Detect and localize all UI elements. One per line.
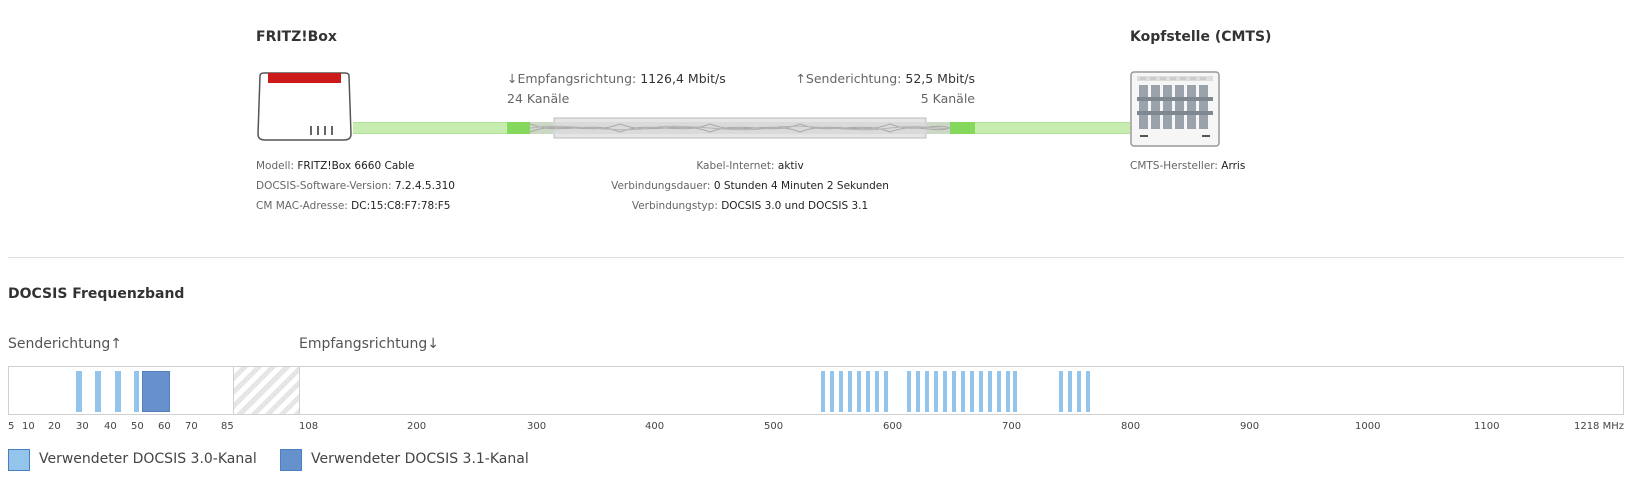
upstream-channel-30	[76, 371, 82, 412]
downstream-channel-30	[1077, 371, 1081, 412]
downstream-channel-30	[884, 371, 888, 412]
tick-label: 1100	[1474, 421, 1500, 432]
downstream-channel-30	[830, 371, 834, 412]
tick-label: 200	[407, 421, 427, 432]
downstream-channel-30	[907, 371, 911, 412]
upstream-band	[8, 366, 234, 415]
downstream-band-label: Empfangsrichtung↓	[299, 336, 439, 352]
connection-info: Kabel-Internet: aktiv Verbindungsdauer: …	[611, 160, 889, 212]
downstream-channel-30	[934, 371, 938, 412]
tick-label: 30	[76, 421, 89, 432]
fritzbox-device-icon	[256, 72, 353, 142]
tick-label: 900	[1240, 421, 1260, 432]
docsis-version-value: 7.2.4.5.310	[394, 180, 455, 192]
downstream-channel-30	[970, 371, 974, 412]
frequency-band-title: DOCSIS Frequenzband	[8, 286, 185, 302]
upstream-channel-30	[115, 371, 121, 412]
downstream-channel-30	[925, 371, 929, 412]
connection-duration: 0 Stunden 4 Minuten 2 Sekunden	[713, 180, 889, 192]
downstream-channel-30	[961, 371, 965, 412]
upstream-band-label: Senderichtung↑	[8, 336, 122, 352]
downstream-channel-30	[821, 371, 825, 412]
downstream-channel-30	[1006, 371, 1010, 412]
connection-type: DOCSIS 3.0 und DOCSIS 3.1	[721, 200, 869, 212]
downstream-channel-30	[1068, 371, 1072, 412]
tick-label: 500	[764, 421, 784, 432]
internet-status: aktiv	[777, 160, 804, 172]
tick-label: 800	[1121, 421, 1141, 432]
cmts-device-icon	[1130, 71, 1220, 147]
legend-docsis31-swatch	[280, 449, 302, 471]
downstream-band	[299, 366, 1624, 415]
legend-docsis30-label: Verwendeter DOCSIS 3.0-Kanal	[39, 451, 257, 467]
model-value: FRITZ!Box 6660 Cable	[297, 160, 415, 172]
tick-label: 108	[299, 421, 319, 432]
downstream-channel-30	[866, 371, 870, 412]
tick-label: 300	[527, 421, 547, 432]
tick-label: 600	[883, 421, 903, 432]
downstream-channel-30	[875, 371, 879, 412]
upstream-channel-31	[142, 371, 170, 412]
downstream-channel-30	[1013, 371, 1017, 412]
upstream-channel-30	[95, 371, 101, 412]
tick-label: 400	[645, 421, 665, 432]
guard-band-hatched	[233, 366, 300, 415]
tick-label: 85	[221, 421, 234, 432]
cmts-title: Kopfstelle (CMTS)	[1130, 29, 1272, 45]
downstream-channel-30	[857, 371, 861, 412]
tick-label: 50	[131, 421, 144, 432]
downstream-channel-30	[943, 371, 947, 412]
downstream-channel-30	[1086, 371, 1090, 412]
upstream-channels: 5 Kanäle	[920, 91, 975, 106]
tick-label: 20	[48, 421, 61, 432]
tick-label: 700	[1002, 421, 1022, 432]
tick-label: 10	[22, 421, 35, 432]
fritzbox-info: Modell: FRITZ!Box 6660 Cable DOCSIS-Soft…	[256, 160, 455, 212]
downstream-channel-30	[979, 371, 983, 412]
downstream-channel-30	[997, 371, 1001, 412]
legend-docsis31-label: Verwendeter DOCSIS 3.1-Kanal	[311, 451, 529, 467]
downstream-channel-30	[848, 371, 852, 412]
downstream-channel-30	[916, 371, 920, 412]
tick-label: 60	[158, 421, 171, 432]
mac-value: DC:15:C8:F7:78:F5	[351, 200, 451, 212]
upstream-channel-30	[134, 371, 139, 412]
downstream-channel-30	[839, 371, 843, 412]
downstream-rate: ↓Empfangsrichtung: 1126,4 Mbit/s	[507, 71, 726, 86]
upstream-rate: ↑Senderichtung: 52,5 Mbit/s	[795, 71, 975, 86]
downstream-channel-30	[988, 371, 992, 412]
legend-docsis30-swatch	[8, 449, 30, 471]
tick-label: 1000	[1355, 421, 1381, 432]
fritzbox-title: FRITZ!Box	[256, 29, 337, 45]
downstream-channels: 24 Kanäle	[507, 91, 570, 106]
tick-label: 40	[104, 421, 117, 432]
cmts-vendor: Arris	[1221, 160, 1246, 172]
tick-label: 70	[185, 421, 198, 432]
channel-bundle-graphic	[529, 116, 951, 140]
tick-label: 1218 MHz	[1573, 421, 1624, 432]
downstream-channel-30	[952, 371, 956, 412]
downstream-channel-30	[1059, 371, 1063, 412]
tick-label: 5	[8, 421, 15, 432]
section-divider	[8, 257, 1624, 258]
cmts-info: CMTS-Hersteller: Arris	[1130, 160, 1246, 172]
